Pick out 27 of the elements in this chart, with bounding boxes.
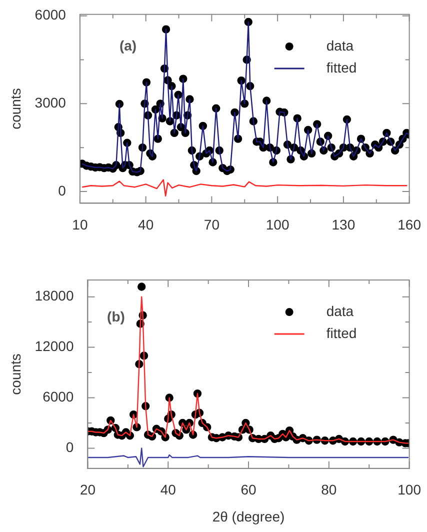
legend-label: data xyxy=(326,37,354,54)
legend-label: data xyxy=(326,302,354,319)
y-tick-label: 12000 xyxy=(34,338,74,354)
y-tick-label: 18000 xyxy=(34,288,74,304)
y-axis-title: counts xyxy=(7,88,24,130)
y-tick-label: 0 xyxy=(66,439,74,456)
y-tick-label: 0 xyxy=(58,182,66,198)
x-tick-label: 70 xyxy=(204,216,220,232)
y-tick-label: 3000 xyxy=(34,94,66,111)
y-axis-title: counts xyxy=(7,354,24,395)
x-tick-label: 10 xyxy=(72,216,88,232)
x-tick-label: 80 xyxy=(321,482,337,498)
x-tick-label: 60 xyxy=(240,482,257,498)
x-tick-label: 100 xyxy=(266,216,290,232)
legend-label: fitted xyxy=(326,324,357,341)
legend-label: fitted xyxy=(326,59,357,76)
x-tick-label: 160 xyxy=(398,216,422,232)
annotation: (a) xyxy=(119,37,137,54)
x-tick-label: 40 xyxy=(138,216,154,232)
x-tick-label: 100 xyxy=(398,482,422,498)
y-tick-label: 6000 xyxy=(42,388,74,405)
y-tick-label: 6000 xyxy=(34,6,66,23)
annotation: (b) xyxy=(107,308,125,325)
x-tick-label: 40 xyxy=(160,482,176,498)
x-tick-label: 20 xyxy=(80,482,96,498)
x-tick-label: 130 xyxy=(332,216,356,232)
x-axis-title: 2θ (degree) xyxy=(212,508,285,524)
